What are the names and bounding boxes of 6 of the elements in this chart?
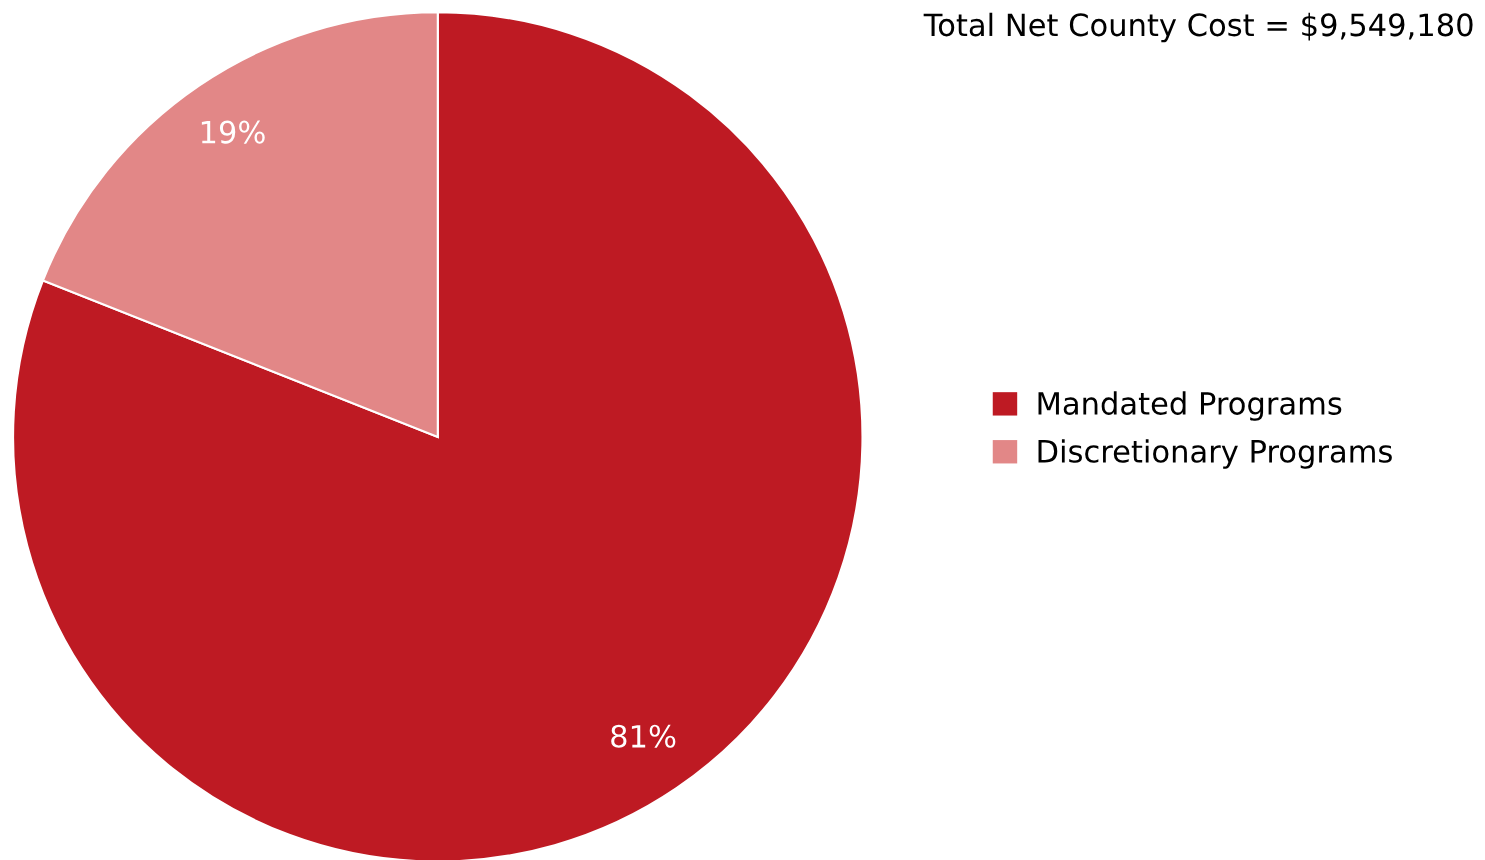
chart-title: Total Net County Cost = $9,549,180 — [923, 12, 1473, 43]
pie-slice — [12, 11, 864, 860]
legend-label: Discretionary Programs — [1038, 439, 1392, 469]
data-label: 81% — [611, 724, 676, 748]
data-label: 19% — [201, 120, 265, 144]
legend-label: Mandated Programs — [1038, 391, 1342, 421]
